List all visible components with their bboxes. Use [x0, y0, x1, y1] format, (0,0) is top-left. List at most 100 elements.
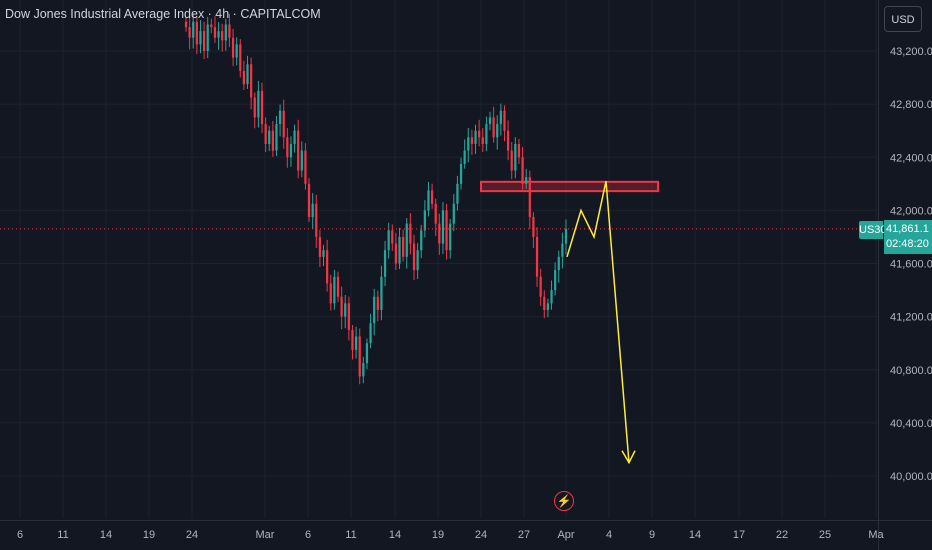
candle [246, 55, 249, 89]
candle-body [206, 24, 209, 51]
candle [213, 16, 217, 43]
candle-body [543, 296, 546, 310]
candle [383, 240, 387, 287]
x-tick-label: 27 [518, 529, 530, 541]
symbol-tag: US30 [859, 221, 887, 239]
x-tick-label: 24 [475, 529, 487, 541]
candle-body [499, 110, 502, 125]
candle-body [528, 177, 531, 218]
candle [242, 60, 246, 90]
candle-body [278, 110, 282, 125]
candle [554, 262, 557, 296]
candle [514, 137, 517, 179]
candle-body [423, 210, 426, 231]
candle-body [289, 143, 293, 158]
candle-body [517, 143, 521, 158]
candle [347, 296, 350, 341]
candle-body [554, 270, 557, 291]
y-tick-label: 40,400.0 [890, 418, 932, 430]
candle [470, 129, 474, 155]
candle-body [510, 150, 513, 171]
candle-body [412, 243, 416, 271]
candle [217, 22, 220, 50]
candle-body [329, 283, 332, 304]
x-tick-label: 11 [57, 529, 68, 541]
candle [557, 250, 560, 283]
candle [438, 213, 441, 255]
candle-body [535, 236, 539, 277]
projection-line [566, 180, 630, 463]
y-axis[interactable]: 43,200.0 42,800.0 42,400.0 42,000.0 41,600.0… [878, 0, 932, 550]
candle-body [188, 27, 191, 38]
currency-button[interactable]: USD [884, 6, 922, 32]
candle-body [373, 296, 376, 324]
x-tick-label: 4 [606, 529, 612, 541]
candle-body [318, 236, 322, 257]
candle-body [438, 223, 441, 244]
candle-body [202, 31, 206, 51]
candle-body [275, 124, 278, 151]
candle-body [336, 276, 340, 297]
candle [354, 326, 358, 359]
candle-body [239, 44, 242, 71]
candle-body [365, 343, 369, 364]
candle [184, 17, 188, 32]
candle-body [184, 21, 188, 28]
candle [329, 274, 332, 311]
candle-body [322, 250, 325, 257]
candle [250, 57, 253, 110]
candle [539, 268, 542, 306]
y-tick-label: 42,400.0 [890, 152, 932, 164]
candle-body [557, 256, 560, 271]
candle-body [380, 276, 383, 310]
candle-body [231, 37, 235, 58]
y-tick-label: 41,200.0 [890, 312, 932, 324]
candle [264, 117, 267, 153]
x-tick-label: 19 [143, 529, 155, 541]
x-tick-label: 22 [776, 529, 788, 541]
candle-body [250, 64, 253, 98]
candle-body [311, 203, 314, 218]
candle [398, 227, 401, 270]
candle-body [459, 163, 463, 184]
x-tick-label: 6 [17, 529, 23, 541]
x-tick-label: Ma [868, 529, 884, 541]
current-price-label: 41,861.1 02:48:20 [884, 220, 932, 254]
candle [351, 324, 354, 360]
candle [206, 16, 209, 59]
candle-body [470, 137, 474, 144]
candle-body [449, 223, 452, 251]
candle-body [434, 203, 437, 224]
candle-body [521, 157, 524, 184]
candle-body [354, 336, 358, 350]
candle [210, 18, 213, 34]
candle-body [333, 276, 336, 304]
x-axis[interactable]: 6 11 14 19 24 Mar 6 11 14 19 24 27 Apr 4 9 14 17 22 25 Ma [0, 520, 932, 542]
chart-title: Dow Jones Industrial Average Index · 4h … [5, 7, 321, 21]
candle [543, 290, 546, 319]
y-tick-label: 42,800.0 [890, 99, 932, 111]
candle-body [394, 243, 398, 264]
candle-body [344, 303, 347, 317]
candle-body [441, 210, 445, 244]
candle-body [405, 223, 408, 257]
candle [445, 203, 448, 260]
candle-body [264, 124, 267, 144]
candle-body [416, 250, 419, 271]
candle-body [532, 217, 535, 237]
candle [496, 115, 499, 150]
candle [315, 194, 318, 248]
candle-body [427, 190, 430, 211]
candle [405, 218, 408, 269]
candle [394, 232, 398, 271]
candle [239, 39, 242, 78]
candle [235, 37, 238, 66]
candle [528, 170, 531, 229]
candle [271, 120, 274, 157]
candle [307, 178, 311, 222]
lightning-icon[interactable]: ⚡ [554, 491, 574, 511]
candle [318, 229, 322, 267]
candle [412, 234, 416, 280]
